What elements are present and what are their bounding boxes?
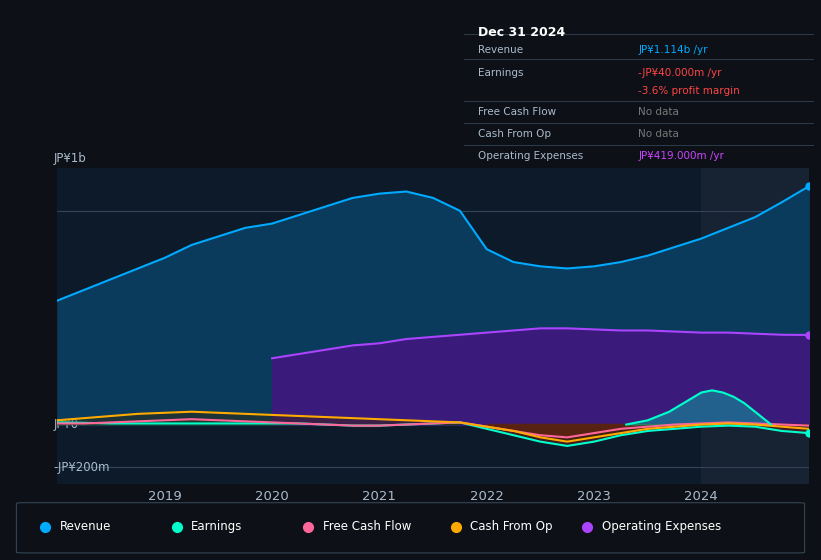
Text: Cash From Op: Cash From Op [470,520,553,533]
Text: JP¥419.000m /yr: JP¥419.000m /yr [639,151,724,161]
Text: No data: No data [639,107,679,116]
Text: Revenue: Revenue [478,44,523,54]
Text: No data: No data [639,129,679,139]
Text: Earnings: Earnings [478,68,523,78]
Text: Dec 31 2024: Dec 31 2024 [478,26,565,39]
Text: JP¥1.114b /yr: JP¥1.114b /yr [639,44,708,54]
Text: Cash From Op: Cash From Op [478,129,551,139]
Text: JP¥1b: JP¥1b [53,152,86,165]
Text: -3.6% profit margin: -3.6% profit margin [639,86,740,96]
Text: Earnings: Earnings [191,520,243,533]
Text: Revenue: Revenue [60,520,112,533]
Text: Operating Expenses: Operating Expenses [478,151,583,161]
Text: Free Cash Flow: Free Cash Flow [478,107,556,116]
Text: -JP¥200m: -JP¥200m [53,461,110,474]
Text: -JP¥40.000m /yr: -JP¥40.000m /yr [639,68,722,78]
Text: Operating Expenses: Operating Expenses [602,520,721,533]
Bar [701,168,814,484]
Text: Free Cash Flow: Free Cash Flow [323,520,411,533]
Text: JP¥0: JP¥0 [53,418,79,431]
